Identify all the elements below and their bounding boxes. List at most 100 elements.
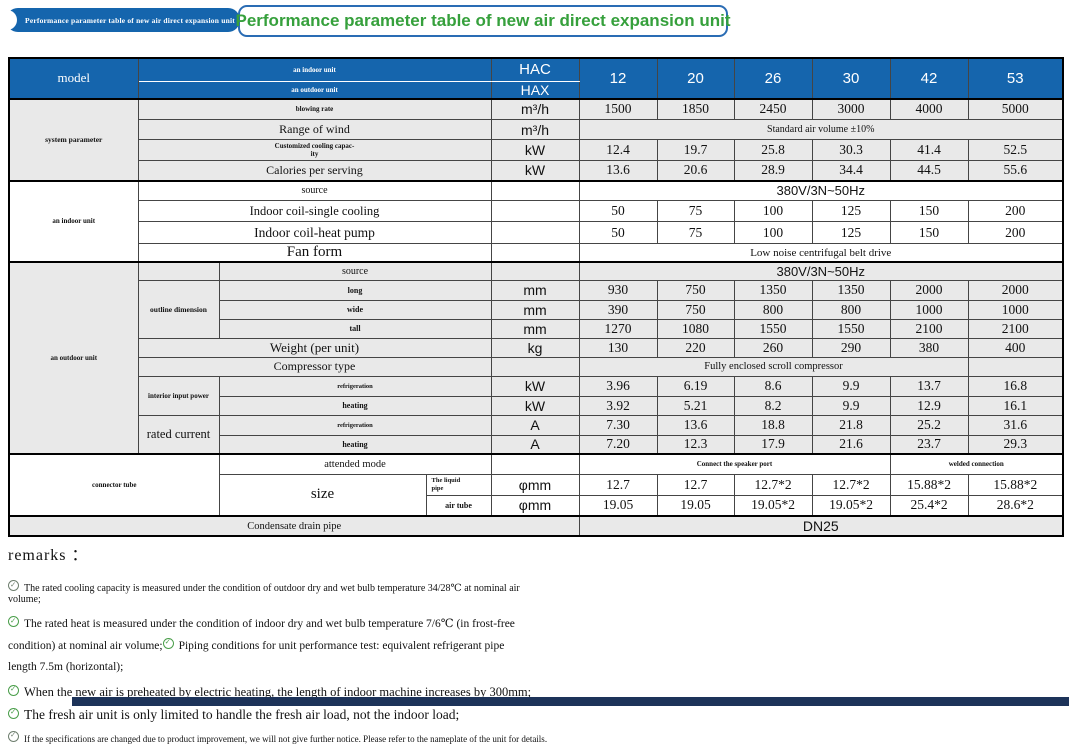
row-label: refrigeration <box>218 375 492 397</box>
value-cell: 1270 <box>578 318 658 339</box>
unit-cell: mm <box>490 318 580 339</box>
value-cell: 750 <box>656 279 735 301</box>
value-span-cell: welded connection <box>889 453 1064 475</box>
value-cell: 34.4 <box>811 160 891 181</box>
row-range-of-wind: Range of wind m³/h Standard air volume ±… <box>9 119 1064 140</box>
row-label: air tube <box>425 494 492 517</box>
value-cell: 5.21 <box>656 395 735 416</box>
value-cell: 8.6 <box>733 375 813 397</box>
page-title-box: Performance parameter table of new air d… <box>235 5 731 37</box>
badge-label: Performance parameter table of new air d… <box>25 15 235 25</box>
value-cell: 15.88*2 <box>967 473 1064 496</box>
row-heating-capacity: Calories per serving kW 13.6 20.6 28.9 3… <box>9 160 1064 181</box>
value-cell: 1350 <box>733 279 813 301</box>
cell-model-30: 30 <box>811 57 891 99</box>
value-cell: 50 <box>578 200 658 222</box>
row-blowing-rate: system parameter blowing rate m³/h 1500 … <box>8 97 1064 181</box>
remark-text: Piping conditions for unit performance t… <box>8 639 505 674</box>
value-cell: 16.1 <box>967 395 1064 416</box>
value-cell: 125 <box>811 221 891 244</box>
unit-cell: φmm <box>490 494 580 517</box>
value-cell: 15.88*2 <box>889 473 969 496</box>
value-cell: 9.9 <box>811 395 891 416</box>
unit-cell: φmm <box>490 473 580 496</box>
cell-model-12: 12 <box>578 57 658 99</box>
cell-model-26: 26 <box>733 57 813 99</box>
value-cell: 19.7 <box>656 139 735 161</box>
value-cell: 19.05 <box>578 494 658 517</box>
row-current-heating: heating A 7.20 12.3 17.9 21.6 23.7 29.3 <box>9 434 1064 455</box>
value-cell: 2450 <box>733 97 813 120</box>
value-cell: 930 <box>578 279 658 301</box>
value-span-cell: Connect the speaker port <box>578 453 891 475</box>
value-cell: 19.05*2 <box>733 494 813 517</box>
row-label: source <box>137 179 492 201</box>
row-label: Customized cooling capac- ity <box>137 139 492 161</box>
value-cell: 21.6 <box>811 434 891 455</box>
value-cell: 6.19 <box>656 375 735 397</box>
unit-cell: m³/h <box>490 97 580 120</box>
value-cell: 130 <box>578 337 658 358</box>
value-cell: 52.5 <box>967 139 1064 161</box>
value-cell: 2100 <box>889 318 969 339</box>
value-cell: 25.8 <box>733 139 813 161</box>
remark-text: The fresh air unit is only limited to ha… <box>24 706 460 722</box>
row-label: Fan form <box>137 243 492 263</box>
value-cell: 16.8 <box>967 375 1064 397</box>
cell-model-20: 20 <box>656 57 735 99</box>
unit-cell <box>490 453 580 475</box>
value-span-cell: 380V/3N~50Hz <box>578 179 1064 201</box>
value-cell: 31.6 <box>967 414 1064 436</box>
row-label: blowing rate <box>137 97 492 120</box>
row-label: Range of wind <box>137 119 492 140</box>
footer-bar <box>72 697 1069 706</box>
value-cell: 19.05*2 <box>811 494 891 517</box>
value-cell: 12.3 <box>656 434 735 455</box>
cell-hac: HAC <box>490 57 580 82</box>
value-span-cell: Standard air volume ±10% <box>578 119 1064 140</box>
unit-cell <box>490 243 580 263</box>
value-cell: 12.4 <box>578 139 658 161</box>
value-cell: 100 <box>733 221 813 244</box>
value-cell: 13.6 <box>578 160 658 181</box>
row-label: Weight (per unit) <box>137 337 492 358</box>
value-cell: 200 <box>967 200 1064 222</box>
value-cell: 18.8 <box>733 414 813 436</box>
row-label: refrigeration <box>218 414 492 436</box>
value-cell: 2000 <box>967 279 1064 301</box>
value-cell: 3000 <box>811 97 891 120</box>
unit-cell: A <box>490 434 580 455</box>
row-label: Compressor type <box>137 356 492 377</box>
row-power-heating: heating kW 3.92 5.21 8.2 9.9 12.9 16.1 <box>9 395 1064 416</box>
value-cell: 2000 <box>889 279 969 301</box>
cell-connector-tube: connector tube <box>8 453 220 517</box>
row-label: Condensate drain pipe <box>8 515 580 537</box>
value-cell: 1080 <box>656 318 735 339</box>
value-cell: 12.7 <box>656 473 735 496</box>
badge-notch-circle <box>0 10 17 30</box>
row-dimension-wide: wide mm 390 750 800 800 1000 1000 <box>9 299 1064 320</box>
value-cell: 2100 <box>967 318 1064 339</box>
row-coil-single-cooling: Indoor coil-single cooling 50 75 100 125… <box>9 200 1064 222</box>
value-cell: 75 <box>656 200 735 222</box>
remarks-heading: remarks ： <box>8 547 89 564</box>
check-circle-icon <box>162 637 174 649</box>
row-label: attended mode <box>218 453 492 475</box>
value-cell: 3.92 <box>578 395 658 416</box>
unit-cell <box>490 179 580 201</box>
row-indoor-source: an indoor unit source 380V/3N~50Hz <box>8 179 1064 263</box>
value-span-cell: Fully enclosed scroll compressor <box>578 356 969 377</box>
row-label: The liquid pipe <box>425 473 492 496</box>
cell-outdoor-unit: an outdoor unit <box>8 261 139 455</box>
cell-outdoor-unit-header: an outdoor unit <box>137 80 492 99</box>
row-attended-mode: connector tube attended mode Connect the… <box>8 453 1064 517</box>
row-label: heating <box>218 395 492 416</box>
row-label: tall <box>218 318 492 339</box>
unit-cell: mm <box>490 279 580 301</box>
value-cell: 44.5 <box>889 160 969 181</box>
unit-cell: kg <box>490 337 580 358</box>
remark-text: The rated cooling capacity is measured u… <box>8 583 520 605</box>
row-label: long <box>218 279 492 301</box>
check-circle-icon <box>8 580 19 591</box>
unit-cell <box>490 221 580 244</box>
